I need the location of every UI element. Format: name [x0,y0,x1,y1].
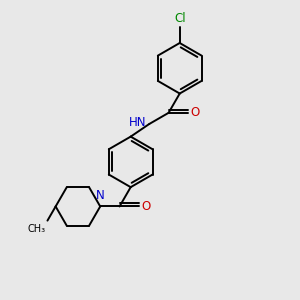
Text: Cl: Cl [174,12,185,25]
Text: CH₃: CH₃ [28,224,46,234]
Text: HN: HN [129,116,146,129]
Text: O: O [191,106,200,119]
Text: N: N [96,189,105,202]
Text: O: O [142,200,151,213]
